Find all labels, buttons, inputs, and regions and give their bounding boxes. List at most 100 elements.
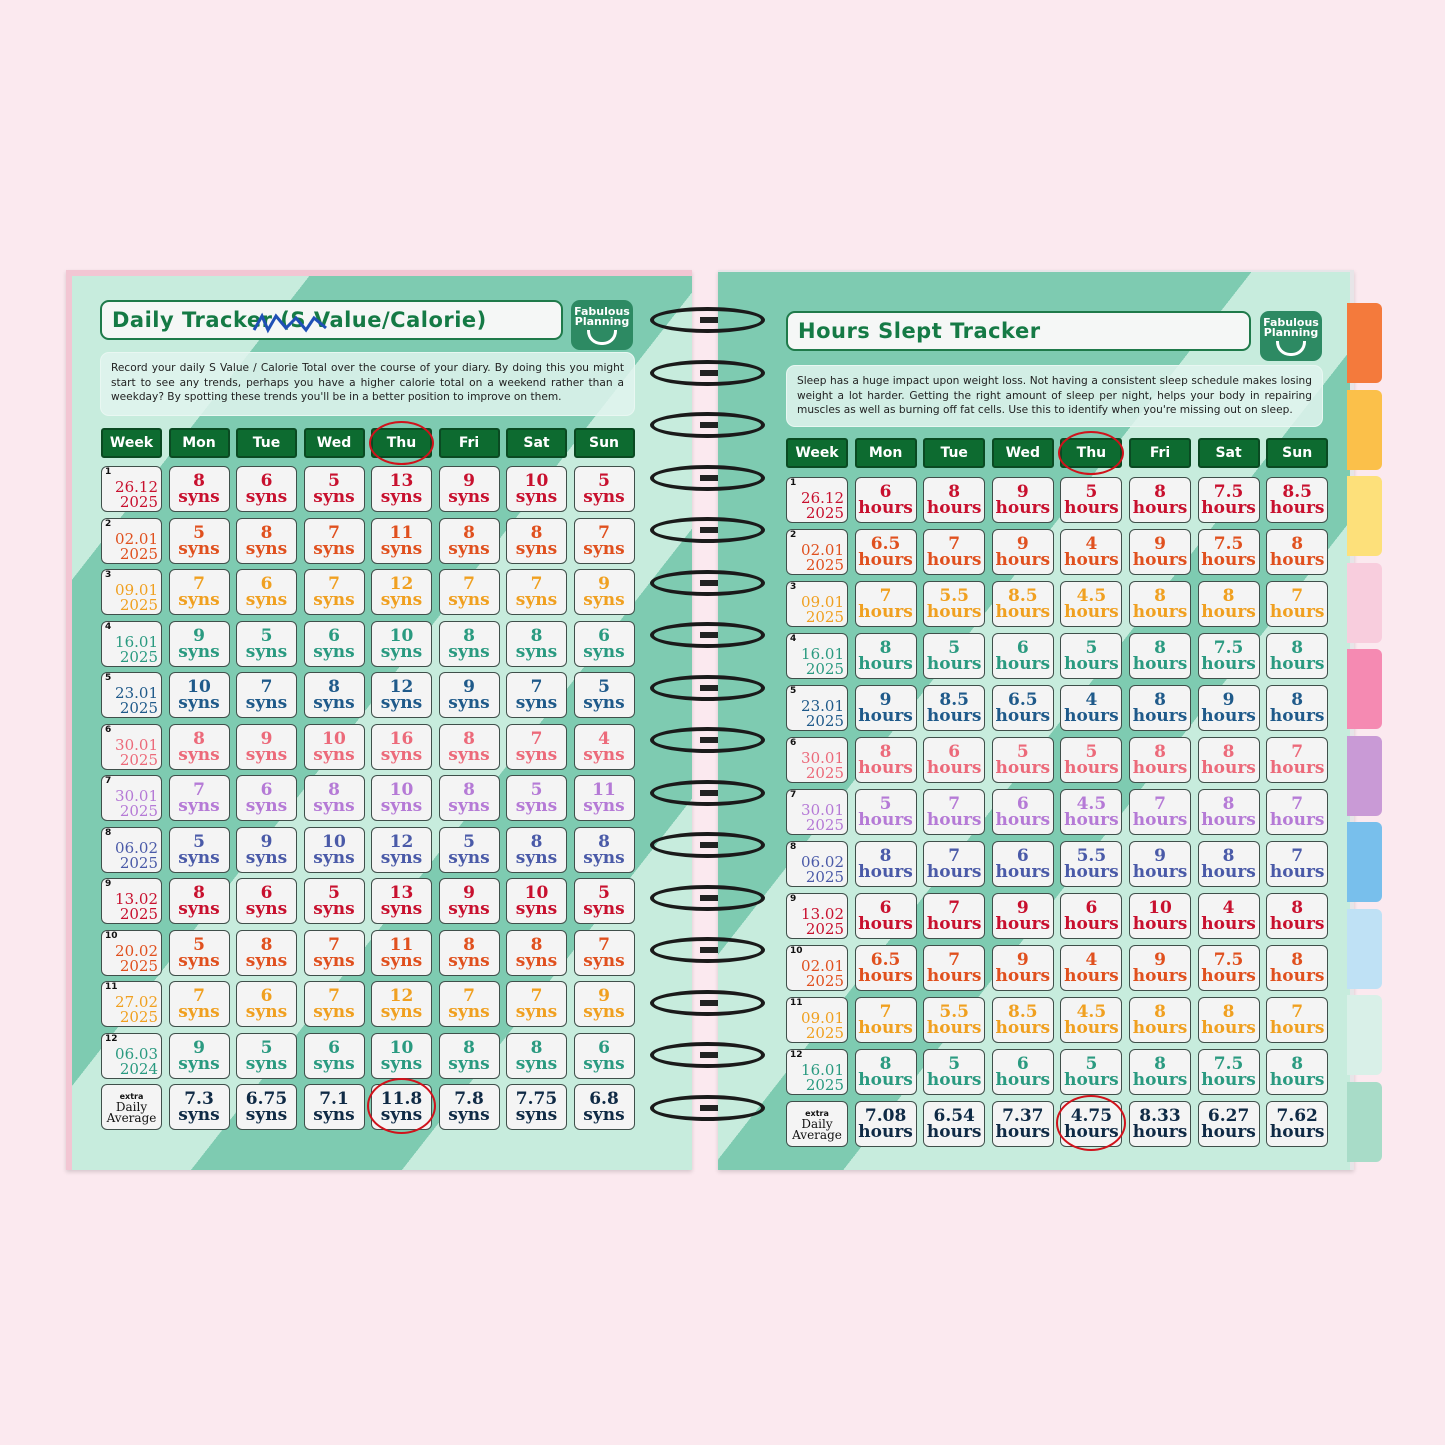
value-cell[interactable]: 6 syns bbox=[573, 1032, 635, 1079]
value-cell[interactable]: 7 syns bbox=[303, 517, 365, 564]
value-cell[interactable]: 7 syns bbox=[236, 672, 297, 718]
value-cell[interactable]: 8 hours bbox=[1266, 945, 1329, 991]
value-cell[interactable]: 8 hours bbox=[1197, 997, 1260, 1043]
value-cell[interactable]: 8 syns bbox=[438, 775, 500, 821]
value-cell[interactable]: 8 syns bbox=[236, 517, 297, 564]
value-cell[interactable]: 5.5 hours bbox=[1060, 841, 1123, 887]
value-cell[interactable]: 8 hours bbox=[1129, 1049, 1191, 1095]
value-cell[interactable]: 8 hours bbox=[1129, 997, 1191, 1043]
value-cell[interactable]: 7 syns bbox=[168, 775, 230, 821]
value-cell[interactable]: 6.5 hours bbox=[854, 945, 917, 991]
value-cell[interactable]: 11 syns bbox=[371, 517, 432, 564]
value-cell[interactable]: 9 syns bbox=[573, 569, 635, 615]
value-cell[interactable]: 7 hours bbox=[1266, 789, 1329, 835]
value-cell[interactable]: 8 syns bbox=[168, 466, 230, 512]
value-cell[interactable]: 10 hours bbox=[1129, 893, 1191, 939]
value-cell[interactable]: 8 syns bbox=[506, 826, 567, 873]
value-cell[interactable]: 6 hours bbox=[991, 841, 1054, 887]
value-cell[interactable]: 9 hours bbox=[1197, 685, 1260, 731]
value-cell[interactable]: 16 syns bbox=[371, 723, 432, 770]
value-cell[interactable]: 7 syns bbox=[506, 569, 567, 615]
value-cell[interactable]: 8 syns bbox=[438, 723, 500, 770]
value-cell[interactable]: 4 hours bbox=[1060, 945, 1123, 991]
value-cell[interactable]: 12 syns bbox=[371, 981, 432, 1027]
value-cell[interactable]: 4.5 hours bbox=[1060, 997, 1123, 1043]
value-cell[interactable]: 6 syns bbox=[236, 878, 297, 924]
value-cell[interactable]: 5 hours bbox=[1060, 737, 1123, 783]
value-cell[interactable]: 6 hours bbox=[923, 737, 986, 783]
section-tab[interactable] bbox=[1347, 995, 1382, 1075]
value-cell[interactable]: 10 syns bbox=[371, 775, 432, 821]
value-cell[interactable]: 7 hours bbox=[923, 789, 986, 835]
section-tab[interactable] bbox=[1347, 562, 1382, 643]
value-cell[interactable]: 5 syns bbox=[236, 1032, 297, 1079]
value-cell[interactable]: 13 syns bbox=[371, 878, 432, 924]
value-cell[interactable]: 8 syns bbox=[168, 878, 230, 924]
value-cell[interactable]: 8 hours bbox=[923, 477, 986, 523]
value-cell[interactable]: 12 syns bbox=[371, 569, 432, 615]
value-cell[interactable]: 7 syns bbox=[438, 569, 500, 615]
value-cell[interactable]: 6 syns bbox=[236, 466, 297, 512]
value-cell[interactable]: 7 hours bbox=[1129, 789, 1191, 835]
value-cell[interactable]: 9 hours bbox=[854, 685, 917, 731]
value-cell[interactable]: 5 syns bbox=[168, 929, 230, 976]
value-cell[interactable]: 8.5 hours bbox=[991, 581, 1054, 627]
value-cell[interactable]: 7.5 hours bbox=[1197, 1049, 1260, 1095]
value-cell[interactable]: 8 hours bbox=[1197, 581, 1260, 627]
value-cell[interactable]: 8 hours bbox=[1197, 841, 1260, 887]
value-cell[interactable]: 10 syns bbox=[506, 878, 567, 924]
value-cell[interactable]: 7.5 hours bbox=[1197, 529, 1260, 575]
value-cell[interactable]: 9 syns bbox=[438, 672, 500, 718]
value-cell[interactable]: 5 hours bbox=[1060, 633, 1123, 679]
value-cell[interactable]: 5 syns bbox=[303, 878, 365, 924]
value-cell[interactable]: 6.5 hours bbox=[991, 685, 1054, 731]
value-cell[interactable]: 8 hours bbox=[1266, 529, 1329, 575]
value-cell[interactable]: 8 syns bbox=[236, 929, 297, 976]
value-cell[interactable]: 8 hours bbox=[1129, 737, 1191, 783]
value-cell[interactable]: 8 hours bbox=[854, 737, 917, 783]
value-cell[interactable]: 7 hours bbox=[1266, 997, 1329, 1043]
value-cell[interactable]: 5 syns bbox=[573, 672, 635, 718]
value-cell[interactable]: 10 syns bbox=[303, 723, 365, 770]
value-cell[interactable]: 4.5 hours bbox=[1060, 581, 1123, 627]
section-tab[interactable] bbox=[1347, 735, 1382, 816]
section-tab[interactable] bbox=[1347, 908, 1382, 989]
value-cell[interactable]: 6 hours bbox=[991, 789, 1054, 835]
value-cell[interactable]: 6 syns bbox=[303, 1032, 365, 1079]
value-cell[interactable]: 7 syns bbox=[438, 981, 500, 1027]
value-cell[interactable]: 7 hours bbox=[854, 997, 917, 1043]
value-cell[interactable]: 9 hours bbox=[991, 945, 1054, 991]
value-cell[interactable]: 6 syns bbox=[573, 620, 635, 667]
value-cell[interactable]: 7 syns bbox=[506, 723, 567, 770]
value-cell[interactable]: 5.5 hours bbox=[923, 997, 986, 1043]
value-cell[interactable]: 5 hours bbox=[854, 789, 917, 835]
value-cell[interactable]: 7 hours bbox=[854, 581, 917, 627]
value-cell[interactable]: 7 hours bbox=[923, 529, 986, 575]
value-cell[interactable]: 8 syns bbox=[573, 826, 635, 873]
value-cell[interactable]: 8 hours bbox=[1197, 737, 1260, 783]
value-cell[interactable]: 7 syns bbox=[573, 929, 635, 976]
value-cell[interactable]: 7 syns bbox=[303, 569, 365, 615]
value-cell[interactable]: 4.5 hours bbox=[1060, 789, 1123, 835]
section-tab[interactable] bbox=[1347, 1081, 1382, 1162]
value-cell[interactable]: 7 hours bbox=[923, 841, 986, 887]
value-cell[interactable]: 6 syns bbox=[236, 569, 297, 615]
value-cell[interactable]: 11 syns bbox=[371, 929, 432, 976]
value-cell[interactable]: 9 syns bbox=[438, 466, 500, 512]
section-tab[interactable] bbox=[1347, 476, 1382, 556]
value-cell[interactable]: 8 hours bbox=[1266, 685, 1329, 731]
value-cell[interactable]: 7.5 hours bbox=[1197, 945, 1260, 991]
value-cell[interactable]: 7 hours bbox=[923, 893, 986, 939]
value-cell[interactable]: 8 syns bbox=[438, 929, 500, 976]
value-cell[interactable]: 7.5 hours bbox=[1197, 477, 1260, 523]
value-cell[interactable]: 9 hours bbox=[991, 893, 1054, 939]
value-cell[interactable]: 9 syns bbox=[236, 723, 297, 770]
value-cell[interactable]: 9 hours bbox=[991, 477, 1054, 523]
value-cell[interactable]: 8 hours bbox=[1129, 633, 1191, 679]
value-cell[interactable]: 5 hours bbox=[923, 1049, 986, 1095]
value-cell[interactable]: 6 syns bbox=[236, 981, 297, 1027]
value-cell[interactable]: 7 syns bbox=[573, 517, 635, 564]
value-cell[interactable]: 12 syns bbox=[371, 672, 432, 718]
value-cell[interactable]: 8 hours bbox=[1266, 1049, 1329, 1095]
value-cell[interactable]: 8 syns bbox=[438, 1032, 500, 1079]
